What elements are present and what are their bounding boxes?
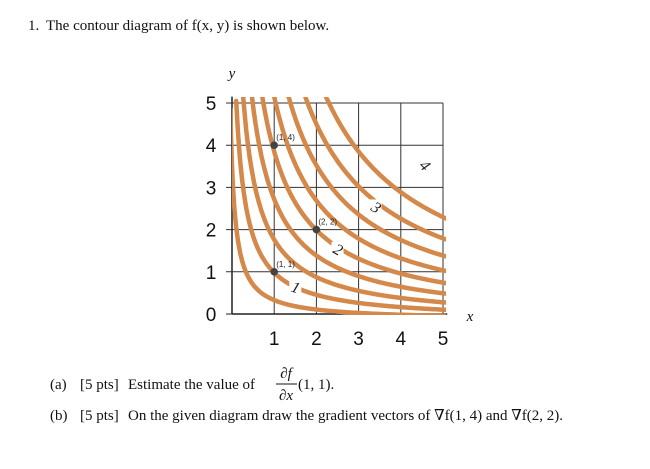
x-tick-label: 4 xyxy=(396,329,407,350)
contour-label-bg xyxy=(331,241,344,256)
y-tick-label: 3 xyxy=(206,178,217,199)
point xyxy=(270,268,279,276)
part-a-points: [5 pts] xyxy=(80,377,119,393)
contour-label-bg xyxy=(289,279,302,294)
contour-line xyxy=(249,97,446,296)
contour-line xyxy=(286,97,446,259)
part-a-text: Estimate the value of xyxy=(128,377,255,393)
part-b-text: On the given diagram draw the gradient v… xyxy=(128,408,563,424)
x-tick-label: 3 xyxy=(353,329,364,350)
x-axis-label: x xyxy=(466,309,474,325)
part-a-label: (a) xyxy=(50,377,67,393)
y-tick-label: 1 xyxy=(206,263,217,284)
x-tick-label: 1 xyxy=(269,329,280,350)
contour-label-bg xyxy=(418,157,431,172)
contour-line xyxy=(232,107,446,315)
part-b-label: (b) xyxy=(50,408,68,424)
point-label: (2, 2) xyxy=(318,218,337,227)
y-tick-label: 5 xyxy=(206,94,217,115)
point-label: (1, 1) xyxy=(276,260,295,269)
y-axis-label: y xyxy=(227,66,236,82)
contour-label-bg xyxy=(369,199,382,214)
point xyxy=(312,225,321,234)
problem-number: 1. xyxy=(28,18,39,34)
x-tick-label: 5 xyxy=(438,329,449,350)
contour-line xyxy=(323,97,446,221)
point-label: (1, 4) xyxy=(276,133,295,142)
contour-line xyxy=(240,97,446,305)
problem-text: The contour diagram of f(x, y) is shown … xyxy=(46,18,329,34)
contour-line xyxy=(260,97,446,286)
y-tick-label: 2 xyxy=(206,221,217,242)
point xyxy=(270,141,279,149)
x-tick-label: 2 xyxy=(311,329,322,350)
contours xyxy=(232,97,446,315)
fraction-denominator: ∂x xyxy=(279,388,293,404)
part-a-after: (1, 1). xyxy=(298,377,334,393)
fraction-numerator: ∂f xyxy=(280,366,293,382)
y-tick-label: 0 xyxy=(206,305,217,326)
contour-line xyxy=(272,97,446,274)
part-b-points: [5 pts] xyxy=(80,408,119,424)
y-tick-label: 4 xyxy=(206,136,217,157)
